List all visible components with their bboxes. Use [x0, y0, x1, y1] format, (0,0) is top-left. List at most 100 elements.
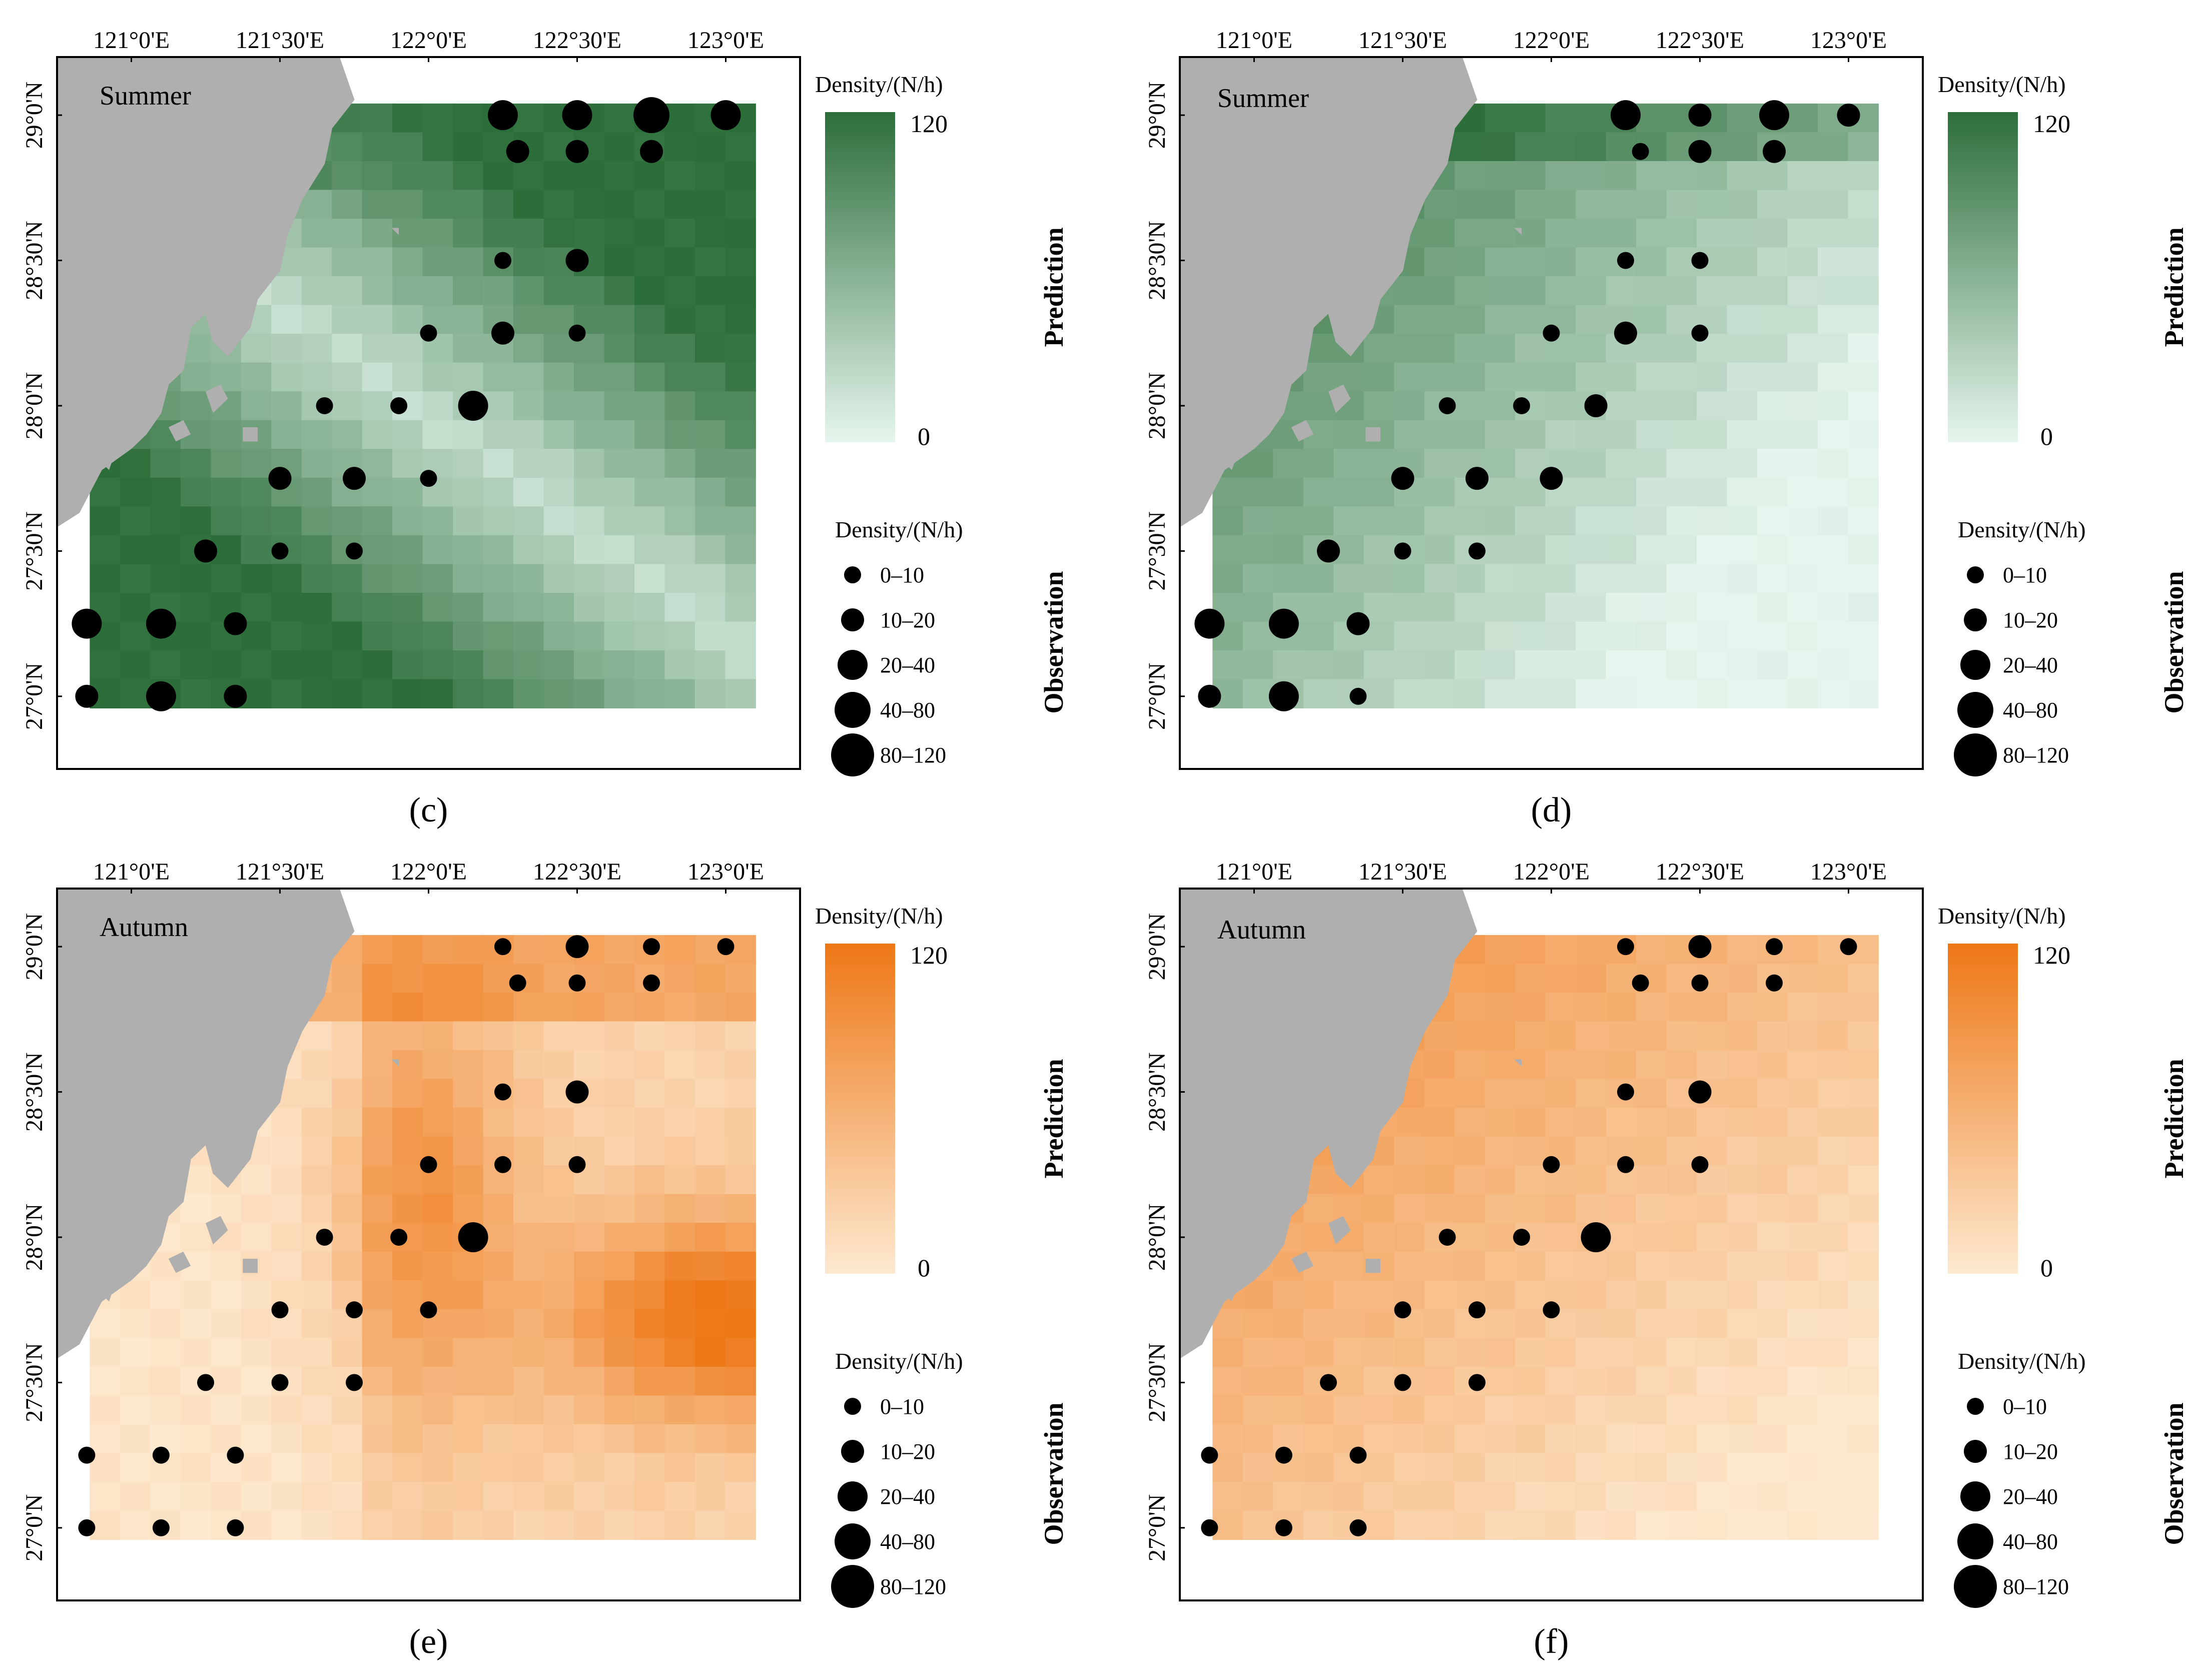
raster-cell [301, 650, 333, 680]
raster-cell [1757, 477, 1788, 507]
raster-cell [1666, 564, 1698, 593]
raster-cell [1727, 1165, 1758, 1195]
raster-cell [271, 305, 302, 335]
raster-cell [362, 1280, 393, 1310]
station-dot [316, 1228, 333, 1246]
ramp-max-label: 120 [2033, 110, 2070, 138]
raster-cell [1697, 1510, 1728, 1540]
land-mass [57, 888, 355, 1359]
raster-cell [1697, 1194, 1728, 1224]
raster-cell [664, 1021, 695, 1051]
raster-cell [453, 592, 484, 622]
raster-cell [513, 592, 544, 622]
raster-cell [1636, 592, 1667, 622]
raster-cell [301, 1424, 333, 1454]
raster-cell [362, 1453, 393, 1482]
raster-cell [1817, 1510, 1849, 1540]
raster-cell [1606, 1424, 1637, 1454]
raster-cell [1697, 420, 1728, 450]
raster-cell [513, 190, 544, 220]
raster-cell [1817, 247, 1849, 277]
raster-cell [1545, 1424, 1577, 1454]
raster-cell [211, 1395, 242, 1425]
raster-cell [1424, 592, 1455, 622]
raster-cell [241, 650, 272, 680]
raster-cell [1636, 1309, 1667, 1339]
raster-cell [301, 247, 333, 277]
raster-cell [543, 161, 575, 191]
station-dot [346, 1301, 363, 1319]
station-dot [568, 324, 586, 342]
raster-cell [1545, 1194, 1577, 1224]
raster-cell [271, 1251, 302, 1281]
raster-cell [453, 219, 484, 248]
raster-cell [362, 362, 393, 392]
raster-cell [301, 564, 333, 593]
raster-cell [392, 564, 423, 593]
raster-cell [513, 1079, 544, 1109]
ramp-max-label: 120 [910, 941, 948, 969]
raster-cell [1424, 535, 1455, 565]
station-dot [565, 249, 589, 272]
raster-cell [664, 1079, 695, 1109]
raster-cell [241, 1280, 272, 1310]
raster-cell [1576, 420, 1607, 450]
raster-cell [664, 1136, 695, 1166]
raster-cell [1606, 1280, 1637, 1310]
raster-cell [1787, 1481, 1818, 1511]
raster-cell [1757, 564, 1788, 593]
panel-e: 121°0'E 121°30'E 122°0'E 122°30'E 123°0'E29°… [21, 859, 1069, 1661]
raster-cell [1454, 1165, 1486, 1195]
raster-cell [120, 1338, 151, 1367]
raster-cell [664, 1050, 695, 1080]
raster-cell [604, 362, 635, 392]
raster-cell [1787, 1453, 1818, 1482]
raster-cell [271, 362, 302, 392]
panel-d: 121°0'E 121°30'E 122°0'E 122°30'E 123°0'E29°… [1144, 27, 2189, 829]
raster-cell [513, 103, 544, 133]
raster-cell [1576, 477, 1607, 507]
raster-cell [1545, 1481, 1577, 1511]
station-dot [152, 1446, 170, 1464]
raster-cell [211, 1366, 242, 1396]
raster-cell [1424, 1309, 1455, 1339]
raster-cell [1848, 1510, 1879, 1540]
raster-cell [1394, 1510, 1425, 1540]
raster-cell [1697, 621, 1728, 651]
raster-cell [241, 1223, 272, 1252]
raster-cell [1545, 679, 1577, 709]
raster-cell [1576, 935, 1607, 965]
station-dot [1468, 1301, 1486, 1319]
lat-label: 28°0'N [1144, 372, 1170, 440]
raster-cell [664, 161, 695, 191]
station-dot [1837, 104, 1860, 127]
raster-cell [392, 935, 423, 965]
raster-cell [543, 1223, 575, 1252]
raster-cell [301, 679, 333, 709]
raster-cell [1727, 161, 1758, 191]
raster-cell [574, 1453, 605, 1482]
raster-cell [332, 564, 363, 593]
color-ramp [825, 112, 895, 442]
raster-cell [241, 564, 272, 593]
lon-label: 121°30'E [1358, 27, 1447, 54]
raster-cell [483, 1021, 514, 1051]
raster-cell [1606, 219, 1637, 248]
raster-cell [1576, 103, 1607, 133]
raster-cell [1727, 1223, 1758, 1252]
raster-cell [1242, 535, 1274, 565]
raster-cell [392, 1108, 423, 1137]
raster-cell [694, 1194, 726, 1224]
raster-cell [1666, 1280, 1698, 1310]
raster-cell [604, 621, 635, 651]
raster-cell [1787, 1338, 1818, 1367]
raster-cell [694, 1280, 726, 1310]
raster-cell [1363, 506, 1395, 536]
station-dot [1759, 100, 1789, 131]
raster-cell [271, 276, 302, 306]
raster-cell [301, 1366, 333, 1396]
raster-cell [1848, 1424, 1879, 1454]
raster-cell [90, 506, 121, 536]
raster-cell [725, 449, 756, 478]
raster-cell [150, 650, 181, 680]
